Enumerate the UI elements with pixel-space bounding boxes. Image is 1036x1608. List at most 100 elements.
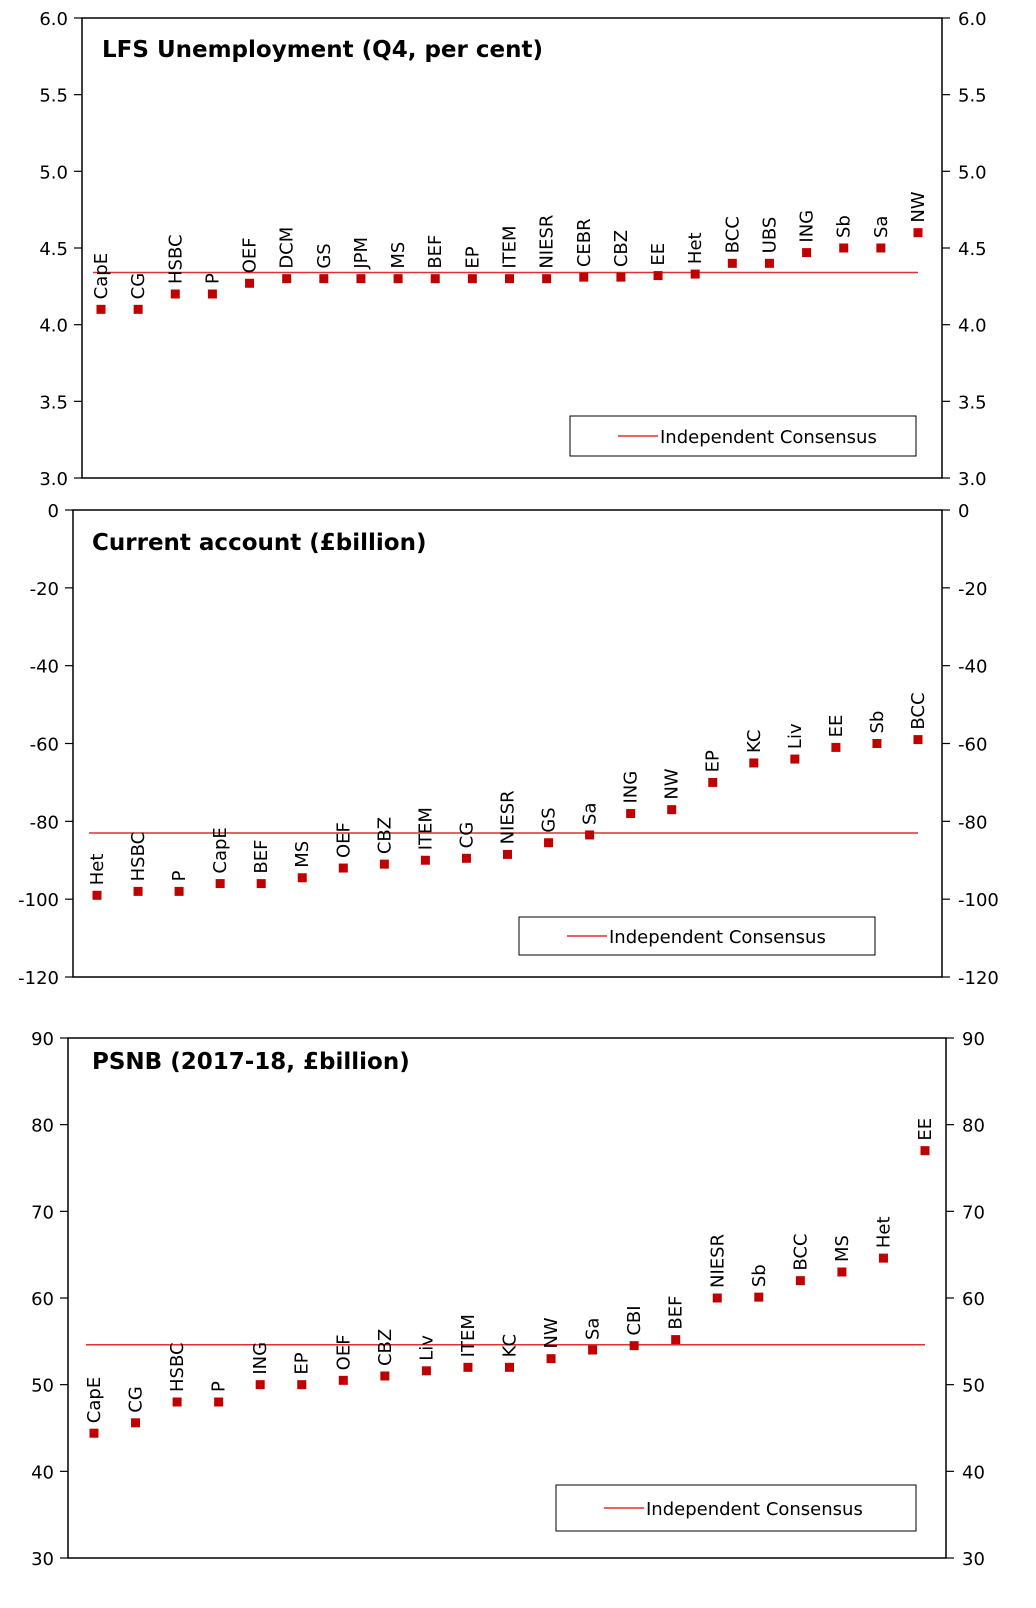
legend-label: Independent Consensus: [646, 1499, 863, 1520]
category-label: CBZ: [374, 817, 395, 854]
y-axis-left: -120 -100 -80 -60 -40 -20 0: [18, 501, 73, 989]
data-point: [96, 304, 106, 314]
legend: Independent Consensus: [518, 916, 876, 956]
data-point: [831, 742, 841, 752]
data-point: [174, 886, 184, 896]
y-tick-label-right: 3.5: [958, 392, 987, 413]
y-tick-label-right: -60: [958, 735, 987, 756]
data-point: [420, 855, 430, 865]
y-tick-label-right: -40: [958, 657, 987, 678]
data-point: [133, 886, 143, 896]
category-label: CBZ: [375, 1329, 396, 1366]
data-point: [795, 1276, 805, 1286]
y-tick-label-left: 5.0: [39, 162, 68, 183]
category-label: ITEM: [415, 807, 436, 850]
data-point: [727, 258, 737, 268]
y-tick-label-left: 60: [31, 1289, 54, 1310]
data-point: [379, 859, 389, 869]
category-label: Sb: [834, 215, 855, 238]
y-tick-label-left: 3.0: [39, 469, 68, 490]
data-point: [616, 272, 626, 282]
legend: Independent Consensus: [555, 1484, 917, 1532]
data-point: [913, 228, 923, 238]
category-label: ING: [797, 210, 818, 243]
data-point: [463, 1362, 473, 1372]
category-label: JPM: [351, 237, 372, 270]
data-point: [920, 1146, 930, 1156]
category-label: BEF: [666, 1296, 687, 1330]
data-point: [653, 271, 663, 281]
y-tick-label-left: 6.0: [39, 9, 68, 30]
data-point: [712, 1293, 722, 1303]
category-label: NW: [662, 768, 683, 799]
data-point: [131, 1418, 141, 1428]
data-point: [215, 879, 225, 889]
y-tick-label-right: 50: [962, 1376, 985, 1397]
chart-title: PSNB (2017-18, £billion): [92, 1049, 410, 1075]
y-tick-label-left: 70: [31, 1202, 54, 1223]
data-point: [588, 1345, 598, 1355]
category-label: BCC: [790, 1233, 811, 1270]
y-tick-label-left: 90: [31, 1029, 54, 1050]
category-label: CBI: [624, 1305, 645, 1335]
y-axis-right: 30 40 50 60 70 80 90: [946, 1029, 985, 1570]
category-label: NW: [908, 191, 929, 222]
y-axis-left: 3.0 3.5 4.0 4.5 5.0 5.5 6.0: [39, 9, 82, 490]
data-point: [585, 830, 595, 840]
y-tick-label-right: 5.5: [958, 86, 987, 107]
y-tick-label-right: -80: [958, 812, 987, 833]
category-label: OEF: [240, 237, 261, 273]
data-point: [839, 243, 849, 253]
category-label: CapE: [210, 827, 231, 873]
plot-frame: [67, 1037, 947, 1559]
data-point: [393, 274, 403, 284]
data-point: [214, 1397, 224, 1407]
data-point: [421, 1366, 431, 1376]
data-point: [356, 274, 366, 284]
y-tick-label-left: -40: [30, 657, 59, 678]
current-account-chart: Current account (£billion) -120 -100 -80 -6…: [18, 501, 999, 989]
y-tick-label-right: 0: [958, 501, 969, 522]
data-point: [790, 754, 800, 764]
category-label: CG: [456, 822, 477, 849]
data-point: [170, 289, 180, 299]
category-label: P: [209, 1381, 230, 1392]
data-point: [338, 1375, 348, 1385]
y-tick-label-right: 30: [962, 1549, 985, 1570]
category-label: EE: [826, 715, 847, 738]
category-label: OEF: [333, 1334, 354, 1370]
y-tick-label-left: 40: [31, 1462, 54, 1483]
data-point: [667, 805, 677, 815]
category-label: ING: [621, 771, 642, 804]
plot-frame: [72, 509, 943, 978]
category-label: BCC: [908, 692, 929, 729]
y-tick-label-left: 4.0: [39, 316, 68, 337]
category-label: ING: [250, 1342, 271, 1375]
unemployment-chart: LFS Unemployment (Q4, per cent) 3.0 3.5 4.…: [39, 9, 986, 490]
y-tick-label-left: -120: [18, 968, 59, 989]
category-label: NIESR: [537, 215, 558, 269]
category-label: MS: [292, 841, 313, 868]
y-tick-label-left: -20: [30, 579, 59, 600]
data-point: [542, 274, 552, 284]
category-label: UBS: [759, 217, 780, 254]
category-label: DCM: [277, 227, 298, 269]
y-tick-label-left: 80: [31, 1116, 54, 1137]
category-label: P: [169, 870, 190, 881]
legend: Independent Consensus: [569, 415, 917, 457]
category-label: CG: [128, 273, 149, 300]
category-label: Het: [685, 232, 706, 264]
y-tick-label-left: 3.5: [39, 392, 68, 413]
category-label: GS: [539, 807, 560, 832]
y-tick-label-left: -60: [30, 735, 59, 756]
y-tick-label-right: 4.5: [958, 239, 987, 260]
category-label: CEBR: [574, 218, 595, 267]
y-axis-right: 3.0 3.5 4.0 4.5 5.0 5.5 6.0: [942, 9, 987, 490]
y-tick-label-left: -80: [30, 812, 59, 833]
category-label: EE: [648, 243, 669, 266]
y-tick-label-right: 40: [962, 1462, 985, 1483]
category-label: Sa: [583, 1318, 604, 1340]
category-label: MS: [388, 242, 409, 269]
psnb-chart: PSNB (2017-18, £billion) 30405060708090 …: [31, 1029, 985, 1570]
data-point: [878, 1253, 888, 1263]
